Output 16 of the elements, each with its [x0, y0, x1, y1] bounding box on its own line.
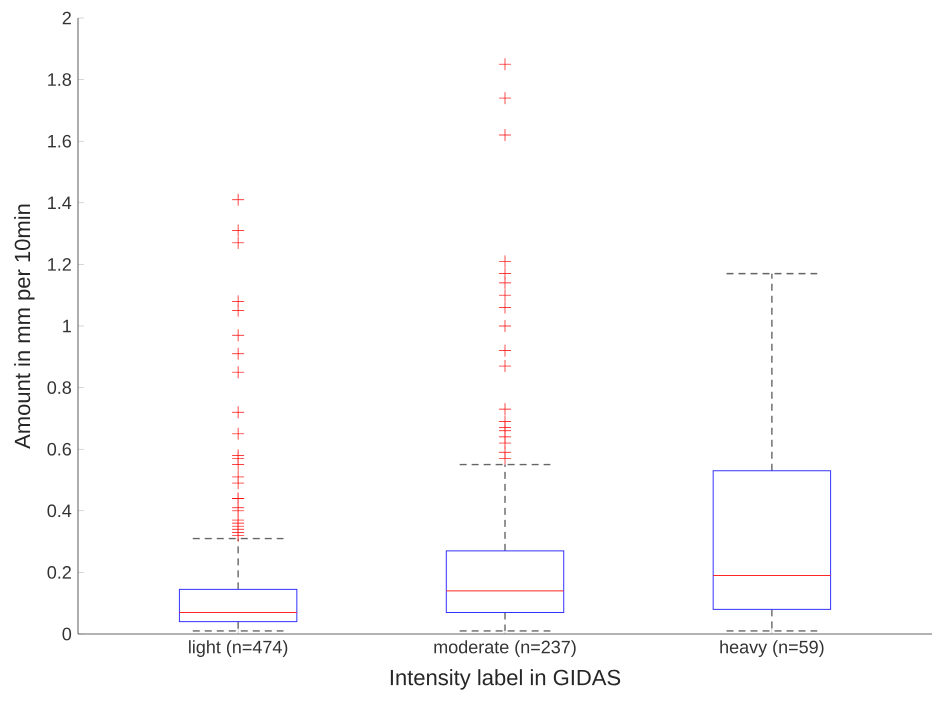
y-tick-label: 0 [62, 628, 72, 640]
y-tick-label: 0.2 [47, 566, 71, 579]
y-tick-label: 0.4 [47, 504, 72, 518]
x-tick-label: heavy (n=59) [720, 640, 824, 657]
x-tick-label: light (n=474) [189, 640, 288, 657]
x-tick-label: moderate (n=237) [434, 640, 576, 657]
y-tick-label: 1.8 [48, 73, 72, 86]
y-tick-label: 0.8 [47, 381, 72, 394]
y-tick-label: 1.2 [48, 258, 71, 271]
x-axis-title: Intensity label in GIDAS [390, 669, 620, 690]
y-axis-title: Amount in mm per 10min [14, 204, 35, 449]
y-tick-label: 0.6 [47, 442, 72, 456]
y-tick-label: 1.4 [48, 196, 72, 209]
y-tick-label: 1 [63, 320, 71, 332]
y-tick-label: 1.6 [48, 134, 72, 148]
y-tick-label: 2 [62, 12, 71, 24]
